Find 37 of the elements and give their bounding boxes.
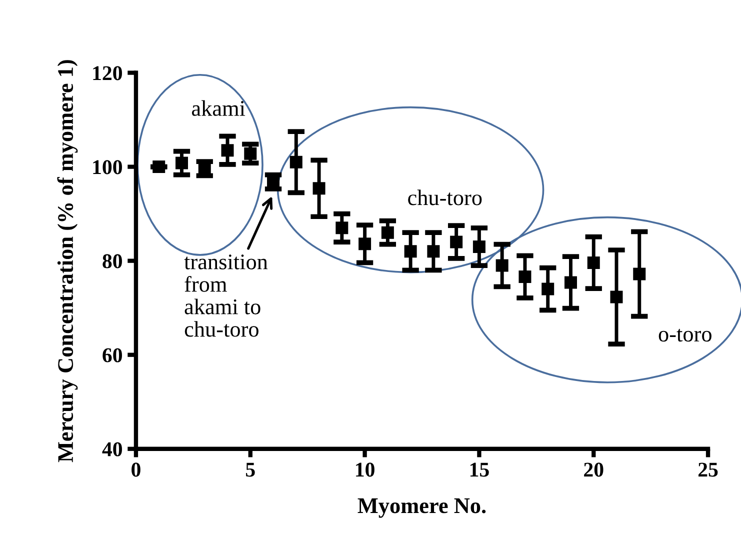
point [472,240,486,253]
x-tick-label: 25 [698,462,718,477]
point [404,245,417,258]
y-tick-label: 60 [102,348,122,362]
point [427,245,440,258]
y-tick-label: 100 [93,160,122,174]
point [496,259,508,272]
annotation: akami [192,100,246,116]
point [518,270,532,284]
annotation: o-toro [658,328,712,342]
point [244,147,257,160]
point [633,268,646,280]
point [152,160,166,174]
x-axis-title: Myomere No. [358,498,486,518]
point [564,276,577,289]
annotation: chu-toro [408,190,482,206]
point [587,256,600,269]
point [312,182,326,195]
annotation: transition from akami to chu-toro [184,254,268,337]
x-tick-label: 0 [132,462,140,477]
point [221,144,234,157]
x-tick-label: 15 [470,462,489,477]
x-tick-label: 5 [246,462,255,477]
point [358,238,372,250]
point [175,156,188,170]
x-tick-label: 10 [356,462,374,477]
x-tick-label: 20 [584,462,604,477]
y-axis-title: Mercury Concentration (% of myomere 1) [57,60,78,462]
point [610,290,623,304]
point [336,222,348,234]
point [290,156,302,168]
point [381,226,394,239]
y-tick-label: 40 [102,442,122,456]
point [450,236,463,248]
y-tick-label: 120 [93,66,122,80]
y-tick-label: 80 [102,254,122,268]
point [542,282,554,296]
